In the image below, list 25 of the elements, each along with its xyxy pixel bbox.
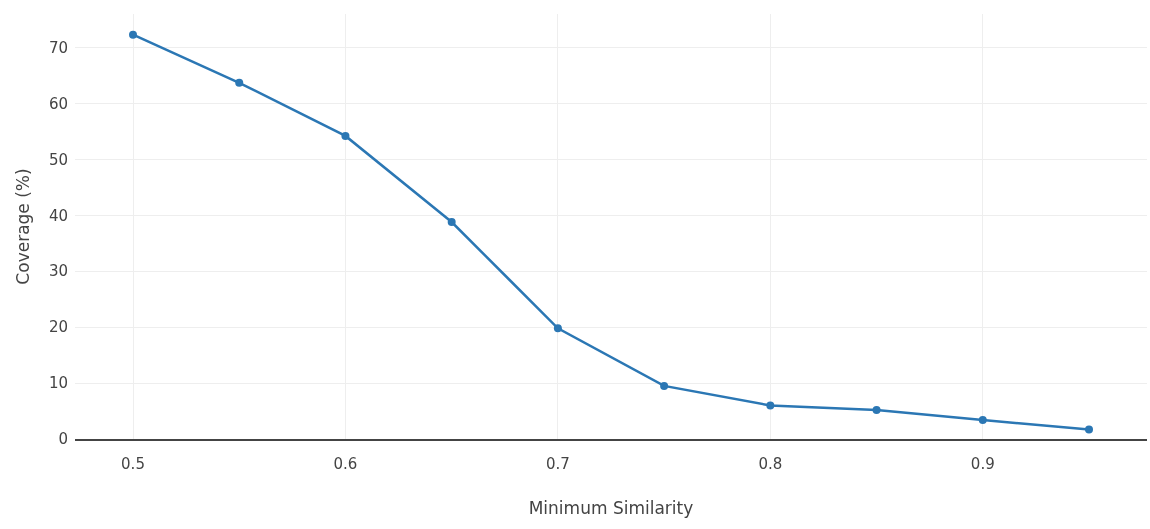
x-tick-label: 0.7 [545,454,570,473]
y-tick-label: 10 [48,374,68,393]
y-tick-label: 50 [48,150,68,169]
x-tick-label: 0.9 [970,454,995,473]
y-tick-label: 70 [48,38,68,57]
point [553,324,562,333]
point [235,78,244,87]
point [660,381,669,390]
point [341,131,350,140]
point [1085,425,1093,434]
y-tick-label: 30 [48,262,68,281]
y-axis-title: Coverage (%) [13,168,34,285]
x-tick-label: 0.6 [333,454,358,473]
point [129,30,137,39]
x-tick-label: 0.5 [121,454,145,473]
x-tick-label: 0.8 [758,454,783,473]
point [447,218,456,227]
x-axis-title: Minimum Similarity [528,497,694,518]
point [872,405,881,414]
y-tick-label: 60 [48,94,68,113]
y-tick-label: 0 [58,430,68,449]
point [978,415,987,424]
y-tick-label: 20 [48,318,68,337]
y-tick-label: 40 [48,206,68,225]
point [766,401,775,410]
